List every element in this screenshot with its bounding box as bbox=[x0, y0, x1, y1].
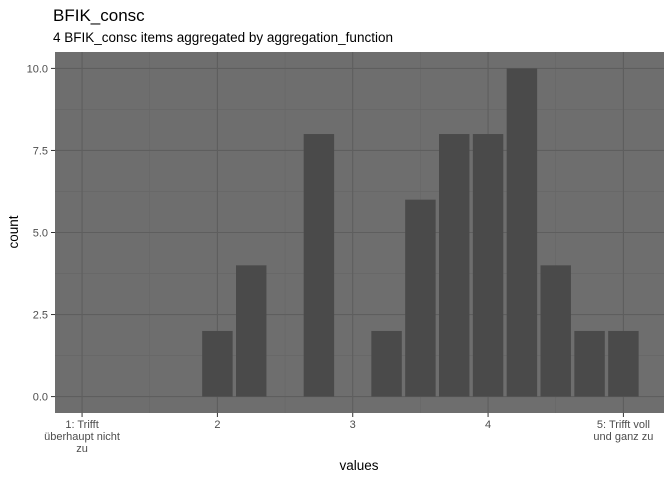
y-axis-title: count bbox=[6, 215, 21, 248]
y-tick-label: 0.0 bbox=[33, 392, 48, 404]
bar bbox=[506, 68, 538, 397]
bars bbox=[202, 68, 639, 397]
bar bbox=[574, 330, 605, 397]
x-axis-ticks: 1: Trifft überhaupt nicht zu 2 3 4 5: Trifft v… bbox=[44, 413, 653, 455]
x-tick-label: 3 bbox=[350, 419, 356, 431]
bar bbox=[236, 265, 267, 397]
bar bbox=[439, 134, 470, 397]
x-axis-title: values bbox=[339, 458, 378, 473]
chart-subtitle: 4 BFIK_consc items aggregated by aggrega… bbox=[53, 30, 393, 45]
bar bbox=[303, 134, 335, 397]
y-axis-ticks: 0.0 2.5 5.0 7.5 10.0 bbox=[27, 63, 55, 404]
bar bbox=[405, 199, 436, 397]
y-tick-label: 10.0 bbox=[27, 63, 48, 75]
bar bbox=[202, 330, 233, 397]
y-tick-label: 5.0 bbox=[33, 228, 48, 240]
x-tick-label: 5: Trifft voll und ganz zu bbox=[593, 419, 653, 443]
x-tick-label: 1: Trifft überhaupt nicht zu bbox=[44, 419, 120, 455]
x-tick-label: 2 bbox=[214, 419, 220, 431]
x-tick-label: 4 bbox=[485, 419, 491, 431]
chart-title: BFIK_consc bbox=[53, 6, 145, 25]
y-tick-label: 7.5 bbox=[33, 145, 48, 157]
bar bbox=[472, 134, 504, 397]
y-tick-label: 2.5 bbox=[33, 310, 48, 322]
bar bbox=[608, 330, 639, 397]
bar bbox=[540, 265, 571, 397]
bar bbox=[371, 330, 402, 397]
